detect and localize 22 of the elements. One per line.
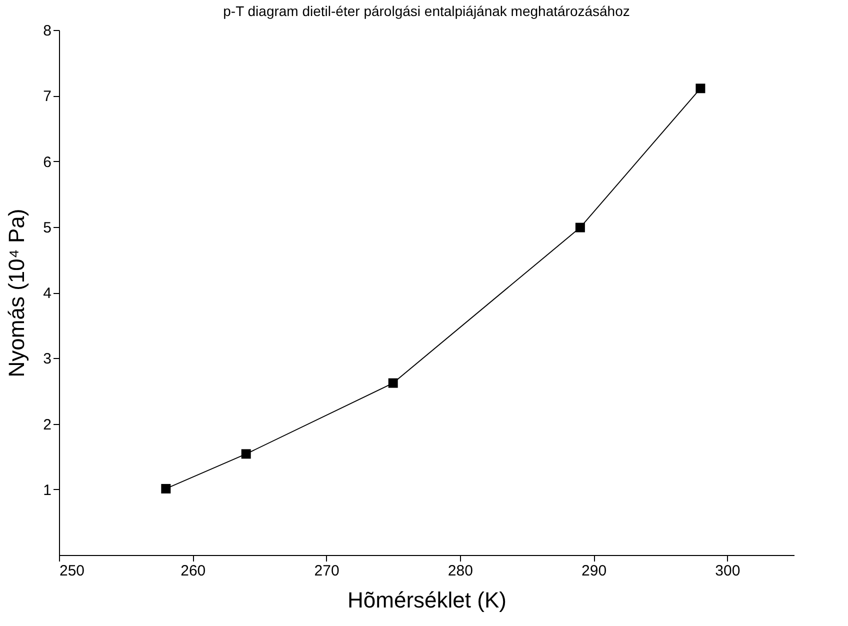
x-tick-label: 270 — [314, 562, 340, 580]
y-tick-label: 3 — [43, 350, 52, 368]
point — [388, 378, 398, 388]
y-tick-label: 4 — [43, 285, 52, 302]
x-tick-label: 260 — [180, 562, 206, 580]
y-tick-label: 1 — [43, 482, 52, 499]
y-tick-label: 2 — [43, 416, 52, 434]
y-tick-label: 5 — [43, 219, 52, 236]
x-tick-label: 250 — [60, 562, 85, 580]
y-tick-label: 8 — [43, 22, 52, 40]
x-tick-label: 280 — [448, 562, 473, 580]
y-axis-title: Nyomás (10⁴ Pa) — [4, 208, 30, 378]
point — [696, 84, 706, 94]
x-tick-label: 300 — [715, 562, 740, 580]
x-tick-label: 290 — [582, 562, 607, 580]
chart-title: p-T diagram dietil-éter párolgási entalpiájának meghatározásához — [223, 3, 630, 19]
y-tick-label: 7 — [43, 88, 52, 106]
x-axis-title: Hõmérséklet (K) — [348, 588, 506, 612]
point — [161, 484, 171, 494]
y-tick-label: 6 — [43, 154, 52, 171]
point — [575, 222, 585, 232]
point — [241, 449, 251, 459]
